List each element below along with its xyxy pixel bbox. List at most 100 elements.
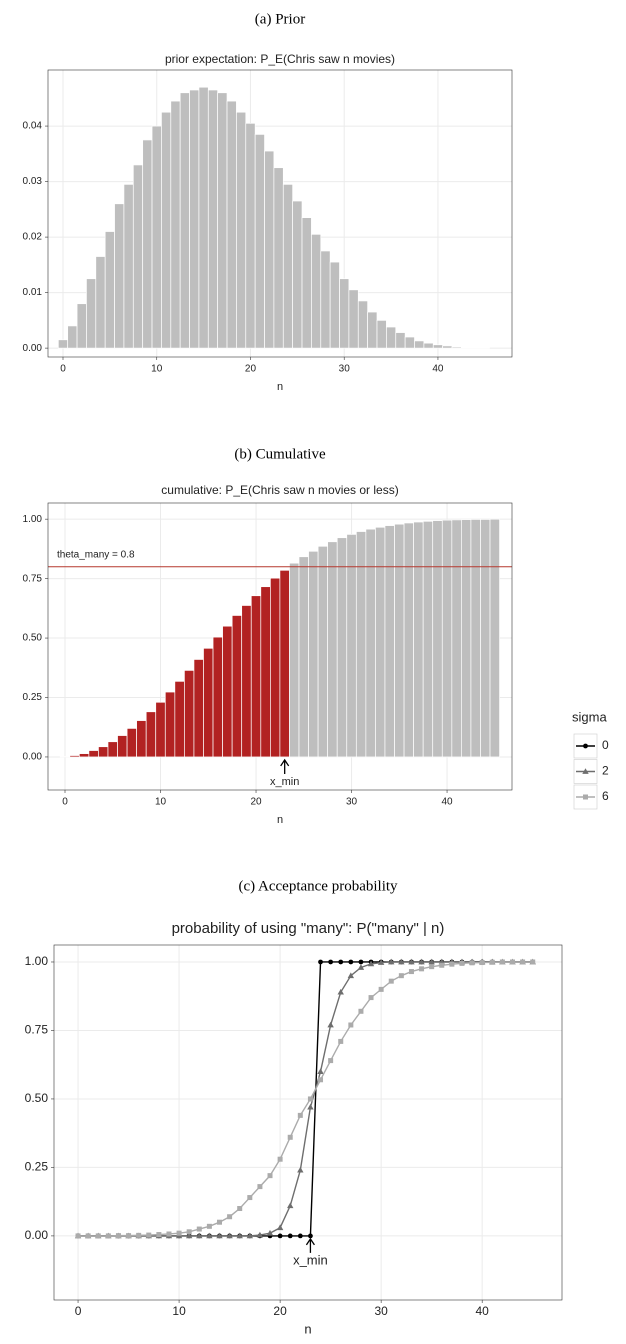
point (378, 986, 384, 992)
y-tick-label: 0.04 (23, 121, 43, 132)
bar (327, 541, 338, 758)
bar (308, 550, 319, 758)
point (449, 961, 455, 967)
point (287, 1202, 294, 1209)
legend-marker (582, 768, 589, 774)
bar (78, 753, 90, 758)
bar (250, 595, 262, 758)
bar (260, 586, 271, 758)
bar (442, 345, 453, 349)
point (297, 1112, 303, 1118)
legend-label: 0 (602, 738, 609, 752)
bar (394, 523, 405, 758)
bar (432, 344, 443, 349)
bar (217, 92, 228, 349)
y-tick-label: 0.25 (25, 1160, 49, 1174)
point (398, 973, 404, 979)
bar (461, 347, 472, 349)
point (367, 960, 375, 967)
bar (311, 233, 322, 349)
bar (98, 746, 109, 758)
x-tick-label: 0 (62, 797, 68, 808)
bar (386, 326, 397, 349)
point (348, 959, 354, 965)
bar (203, 647, 214, 758)
bar (95, 256, 106, 349)
point (358, 959, 364, 965)
point (328, 959, 334, 965)
bar (320, 250, 331, 349)
point (318, 1077, 324, 1083)
chart-title: cumulative: P_E(Chris saw n movies or le… (161, 483, 398, 497)
point (328, 1058, 334, 1064)
point (297, 1166, 304, 1173)
y-tick-label: 0.00 (23, 343, 43, 354)
point (347, 972, 355, 979)
bar (231, 615, 243, 758)
bar (151, 125, 162, 349)
point (236, 1232, 243, 1239)
y-tick-label: 0.00 (25, 1228, 49, 1242)
bar (375, 526, 386, 758)
bar (123, 184, 134, 349)
bar (145, 711, 157, 758)
point (530, 959, 536, 965)
bar (367, 311, 378, 349)
point (277, 1233, 283, 1239)
caption: (c) Acceptance probability (238, 878, 398, 894)
y-tick-label: 1.00 (25, 954, 49, 968)
point (388, 958, 395, 965)
bar (365, 528, 376, 758)
point (216, 1219, 222, 1225)
legend-label: 2 (602, 764, 609, 778)
bar (164, 691, 176, 758)
bar (279, 569, 290, 758)
bar (136, 720, 147, 758)
y-tick-label: 0.03 (23, 176, 43, 187)
bar (403, 522, 414, 758)
bar (348, 289, 359, 349)
x-tick-label: 10 (172, 1304, 186, 1318)
point (266, 1229, 274, 1236)
bar (184, 670, 195, 758)
point (348, 1022, 354, 1028)
bar (289, 562, 300, 758)
bar (126, 728, 137, 758)
bar (254, 134, 265, 349)
series-line (78, 961, 533, 1237)
bar (107, 741, 118, 758)
x-tick-label: 0 (75, 1304, 82, 1318)
point (267, 1173, 273, 1179)
bar (155, 701, 166, 758)
bar (264, 150, 275, 349)
annotation-label: x_min (270, 776, 299, 788)
bar (161, 111, 172, 349)
x-tick-label: 20 (245, 364, 257, 375)
legend-marker (583, 794, 588, 800)
y-tick-label: 0.00 (23, 752, 43, 763)
point (408, 969, 414, 975)
y-tick-label: 0.02 (23, 232, 43, 243)
point (357, 964, 365, 970)
point (105, 1233, 111, 1239)
y-tick-label: 0.75 (23, 573, 43, 584)
bar (395, 332, 406, 349)
x-tick-label: 0 (60, 364, 66, 375)
point (368, 995, 374, 1001)
bar (241, 605, 252, 758)
annotation-arrow (280, 758, 290, 774)
point (509, 959, 515, 965)
point (428, 958, 435, 965)
point (489, 959, 495, 965)
point (176, 1230, 182, 1236)
point (408, 958, 415, 965)
point (307, 1096, 313, 1102)
bar (207, 89, 219, 349)
point (358, 1008, 364, 1014)
bar (67, 325, 78, 349)
bar (270, 577, 281, 758)
bar (414, 340, 425, 349)
chart-title: prior expectation: P_E(Chris saw n movie… (165, 52, 395, 66)
point (206, 1232, 213, 1239)
